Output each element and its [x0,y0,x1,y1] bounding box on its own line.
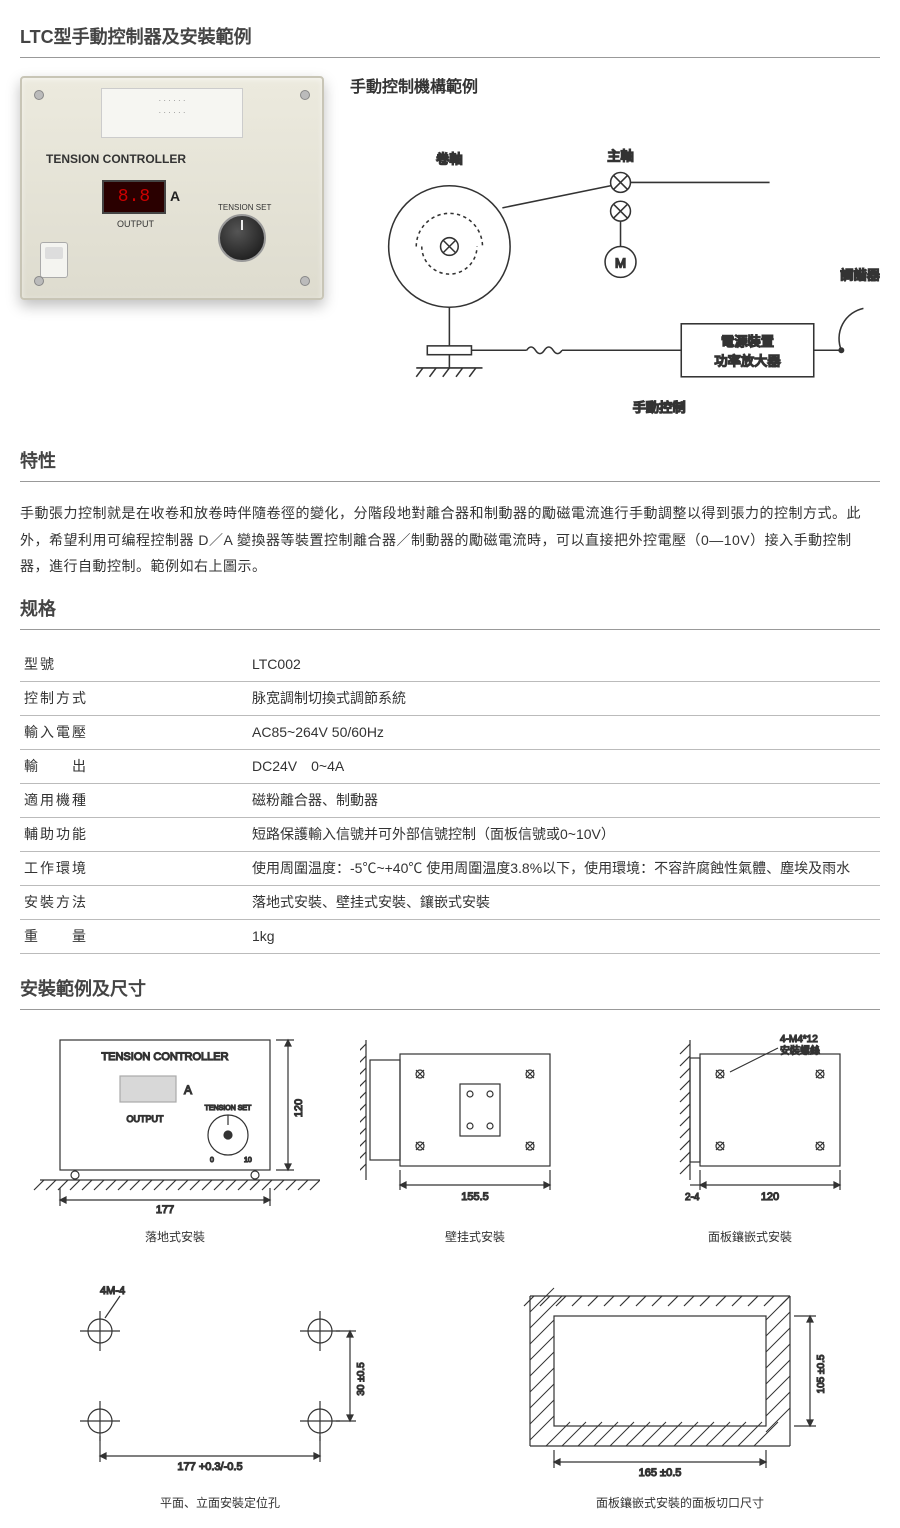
tension-knob [218,214,266,262]
svg-text:165 ±0.5: 165 ±0.5 [639,1467,682,1479]
divider [20,1009,880,1010]
product-photo: · · · · · ·· · · · · · TENSION CONTROLLE… [20,76,320,300]
svg-text:TENSION SET: TENSION SET [205,1105,252,1112]
mechanism-diagram: 卷軸 主軸 M [350,114,880,434]
divider [20,481,880,482]
power-switch [40,242,68,278]
divider [20,629,880,630]
svg-text:120: 120 [293,1099,305,1117]
svg-text:177 +0.3/-0.5: 177 +0.3/-0.5 [177,1461,242,1473]
diagram-title: 手動控制機構範例 [350,76,880,100]
svg-text:主軸: 主軸 [607,148,633,163]
table-row: 適用機種磁粉離合器、制動器 [20,783,880,817]
table-row: 輸入電壓AC85~264V 50/60Hz [20,715,880,749]
svg-text:120: 120 [761,1191,779,1203]
svg-text:177: 177 [156,1204,174,1216]
output-label: OUTPUT [117,218,154,232]
svg-text:155.5: 155.5 [461,1191,489,1203]
wall-mount-drawing: 155.5 壁挂式安裝 [360,1030,590,1246]
svg-text:調諧器: 調諧器 [840,268,880,283]
install-heading: 安裝範例及尺寸 [20,976,880,1003]
features-text: 手動張力控制就是在收卷和放卷時伴隨卷徑的變化，分階段地對離合器和制動器的勵磁電流… [20,500,880,580]
svg-text:電源裝置: 電源裝置 [721,334,774,349]
svg-text:安裝螺絲: 安裝螺絲 [780,1044,820,1057]
panel-mount-drawing: 4-M4*12 安裝螺絲 [630,1030,870,1246]
table-row: 控制方式脉宽調制切換式調節系統 [20,681,880,715]
svg-text:OUTPUT: OUTPUT [127,1114,165,1124]
svg-text:10: 10 [244,1157,252,1164]
table-row: 工作環境使用周圍温度：-5℃~+40℃ 使用周圍温度3.8%以下，使用環境：不容… [20,851,880,885]
svg-text:TENSION CONTROLLER: TENSION CONTROLLER [101,1051,228,1063]
svg-text:30 ±0.5: 30 ±0.5 [356,1362,367,1396]
svg-text:功率放大器: 功率放大器 [714,353,780,369]
controller-display: 8.8 [102,180,166,214]
controller-unit: A [170,186,180,207]
panel-cutout-drawing: 165 ±0.5 105 ±0.5 面板鑲嵌式安裝的面板切口尺寸 [510,1276,850,1512]
svg-text:0: 0 [210,1157,214,1164]
svg-text:2-4: 2-4 [685,1192,700,1203]
table-row: 輔助功能短路保護輸入信號并可外部信號控制（面板信號或0~10V） [20,817,880,851]
page-title: LTC型手動控制器及安裝範例 [20,24,880,51]
features-heading: 特性 [20,448,880,475]
floor-mount-drawing: TENSION CONTROLLER A OUTPUT TENSION SET … [30,1030,320,1246]
controller-title: TENSION CONTROLLER [46,150,186,168]
table-row: 重 量1kg [20,919,880,953]
svg-text:4M-4: 4M-4 [100,1285,125,1297]
tension-set-label: TENSION SET [218,202,271,214]
spec-heading: 规格 [20,596,880,623]
svg-text:M: M [615,255,626,270]
svg-text:4-M4*12: 4-M4*12 [780,1034,818,1045]
svg-text:A: A [184,1083,192,1097]
svg-text:卷軸: 卷軸 [436,152,462,167]
svg-text:手動控制: 手動控制 [633,400,686,415]
table-row: 輸 出DC24V 0~4A [20,749,880,783]
divider [20,57,880,58]
spec-table: 型號LTC002控制方式脉宽調制切換式調節系統輸入電壓AC85~264V 50/… [20,648,880,954]
svg-text:105 ±0.5: 105 ±0.5 [816,1354,827,1393]
mounting-holes-drawing: 4M-4 [50,1276,390,1512]
table-row: 型號LTC002 [20,648,880,682]
table-row: 安裝方法落地式安裝、壁挂式安裝、鑲嵌式安裝 [20,885,880,919]
